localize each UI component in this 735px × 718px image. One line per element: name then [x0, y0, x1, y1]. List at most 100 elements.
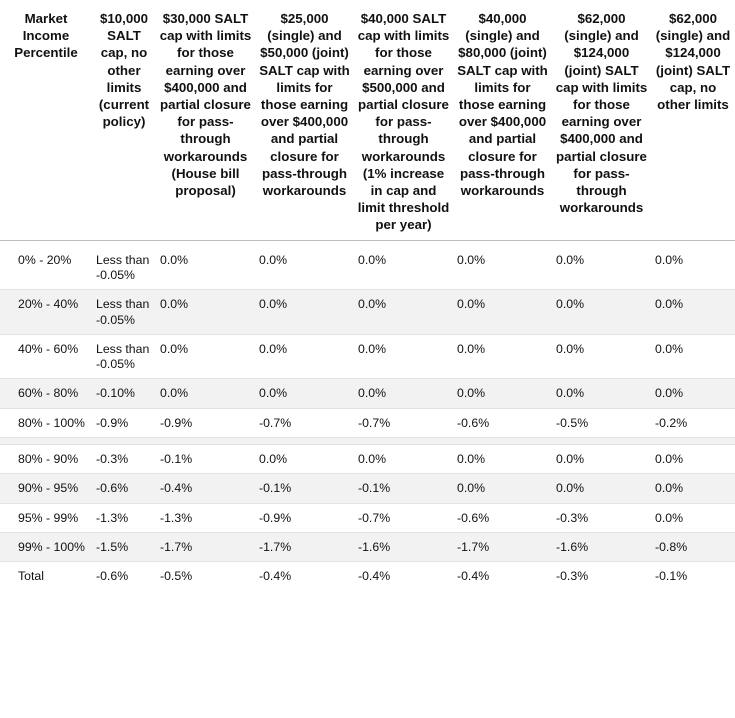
- cell-percentile: 95% - 99%: [0, 503, 92, 533]
- table-row: 40% - 60% Less than -0.05% 0.0% 0.0% 0.0…: [0, 334, 735, 380]
- cell: -0.4%: [358, 569, 391, 584]
- cell-percentile: 80% - 100%: [0, 408, 92, 439]
- table-row: 80% - 90% -0.3% -0.1% 0.0% 0.0% 0.0% 0.0…: [0, 444, 735, 475]
- cell: -0.3%: [552, 503, 651, 533]
- cell: -1.3%: [92, 503, 156, 533]
- cell: -0.1%: [255, 473, 354, 504]
- cell-percentile: 0% - 20%: [0, 245, 92, 291]
- header-40k-500k-limit: $40,000 SALT cap with limits for those e…: [354, 0, 453, 241]
- salt-cap-table: Market Income Percentile $10,000 SALT ca…: [0, 0, 735, 591]
- table-row: 0% - 20% Less than -0.05% 0.0% 0.0% 0.0%…: [0, 245, 735, 291]
- header-house-bill: $30,000 SALT cap with limits for those e…: [156, 0, 255, 241]
- cell: -0.3%: [92, 444, 156, 475]
- cell: 0.0%: [354, 245, 453, 291]
- table-row: 95% - 99% -1.3% -1.3% -0.9% -0.7% -0.6% …: [0, 503, 735, 533]
- cell: 0.0%: [552, 444, 651, 475]
- cell: 0.0%: [453, 444, 552, 475]
- cell: -0.4%: [259, 569, 292, 584]
- cell: 0.0%: [156, 245, 255, 291]
- cell: 0.0%: [255, 289, 354, 335]
- cell: -1.3%: [156, 503, 255, 533]
- cell-percentile: 80% - 90%: [0, 444, 92, 475]
- cell: -1.5%: [92, 532, 156, 563]
- cell: 0.0%: [651, 334, 735, 380]
- table-row: 90% - 95% -0.6% -0.4% -0.1% -0.1% 0.0% 0…: [0, 473, 735, 504]
- cell: -1.6%: [552, 532, 651, 563]
- cell: 0.0%: [354, 289, 453, 335]
- cell-percentile: 20% - 40%: [0, 289, 92, 335]
- cell: 0.0%: [552, 334, 651, 380]
- cell: 0.0%: [453, 378, 552, 409]
- section-divider: [0, 437, 735, 446]
- cell: 0.0%: [255, 444, 354, 475]
- cell: -0.6%: [453, 503, 552, 533]
- cell: -0.9%: [156, 408, 255, 439]
- header-62k-124k-limits: $62,000 (single) and $124,000 (joint) SA…: [552, 0, 651, 241]
- cell: 0.0%: [552, 473, 651, 504]
- cell: Less than -0.05%: [92, 334, 156, 380]
- header-percentile: Market Income Percentile: [0, 0, 92, 241]
- cell: -0.5%: [160, 569, 193, 584]
- cell: 0.0%: [453, 245, 552, 291]
- cell: 0.0%: [552, 289, 651, 335]
- table-row: 80% - 100% -0.9% -0.9% -0.7% -0.7% -0.6%…: [0, 408, 735, 439]
- cell: -0.7%: [354, 408, 453, 439]
- cell: -1.7%: [453, 532, 552, 563]
- cell: -0.7%: [255, 408, 354, 439]
- cell: -0.8%: [651, 532, 735, 563]
- cell: -0.4%: [156, 473, 255, 504]
- table-row: 20% - 40% Less than -0.05% 0.0% 0.0% 0.0…: [0, 289, 735, 335]
- cell: 0.0%: [453, 334, 552, 380]
- cell: -0.6%: [96, 569, 129, 584]
- table-row: 99% - 100% -1.5% -1.7% -1.7% -1.6% -1.7%…: [0, 532, 735, 563]
- cell: -0.1%: [156, 444, 255, 475]
- cell: -1.7%: [255, 532, 354, 563]
- cell: -0.1%: [354, 473, 453, 504]
- cell-percentile: 40% - 60%: [0, 334, 92, 380]
- cell: -0.2%: [651, 408, 735, 439]
- cell: 0.0%: [651, 444, 735, 475]
- cell: 0.0%: [453, 473, 552, 504]
- cell-percentile: 99% - 100%: [0, 532, 92, 563]
- cell: -0.6%: [92, 473, 156, 504]
- cell: 0.0%: [255, 245, 354, 291]
- cell: -0.10%: [92, 378, 156, 409]
- cell: 0.0%: [156, 289, 255, 335]
- cell: 0.0%: [552, 378, 651, 409]
- header-62k-124k-no-limits: $62,000 (single) and $124,000 (joint) SA…: [651, 0, 735, 241]
- cell: -0.4%: [457, 569, 490, 584]
- cell: 0.0%: [354, 334, 453, 380]
- cell: 0.0%: [651, 378, 735, 409]
- header-40k-80k-cap: $40,000 (single) and $80,000 (joint) SAL…: [453, 0, 552, 241]
- cell: -1.6%: [354, 532, 453, 563]
- cell: -1.7%: [156, 532, 255, 563]
- cell: 0.0%: [651, 289, 735, 335]
- cell: 0.0%: [552, 245, 651, 291]
- cell: 0.0%: [453, 289, 552, 335]
- cell-percentile: 90% - 95%: [0, 473, 92, 504]
- cell: 0.0%: [354, 444, 453, 475]
- cell: -0.6%: [453, 408, 552, 439]
- cell: Less than -0.05%: [92, 245, 156, 291]
- cell: 0.0%: [651, 473, 735, 504]
- cell: 0.0%: [156, 378, 255, 409]
- cell: 0.0%: [651, 503, 735, 533]
- cell: 0.0%: [255, 378, 354, 409]
- cell: -0.5%: [552, 408, 651, 439]
- cell: 0.0%: [354, 378, 453, 409]
- cell-percentile: Total: [18, 569, 44, 584]
- header-row: Market Income Percentile $10,000 SALT ca…: [0, 0, 735, 241]
- cell: -0.7%: [354, 503, 453, 533]
- header-25k-50k-cap: $25,000 (single) and $50,000 (joint) SAL…: [255, 0, 354, 241]
- table-row-total: Total -0.6% -0.5% -0.4% -0.4% -0.4% -0.3…: [0, 562, 735, 591]
- cell: -0.1%: [655, 569, 688, 584]
- cell: -0.3%: [556, 569, 589, 584]
- cell: -0.9%: [255, 503, 354, 533]
- header-current-policy: $10,000 SALT cap, no other limits (curre…: [92, 0, 156, 241]
- cell: Less than -0.05%: [92, 289, 156, 335]
- cell: 0.0%: [156, 334, 255, 380]
- cell: 0.0%: [651, 245, 735, 291]
- table-row: 60% - 80% -0.10% 0.0% 0.0% 0.0% 0.0% 0.0…: [0, 378, 735, 409]
- cell-percentile: 60% - 80%: [0, 378, 92, 409]
- cell: -0.9%: [92, 408, 156, 439]
